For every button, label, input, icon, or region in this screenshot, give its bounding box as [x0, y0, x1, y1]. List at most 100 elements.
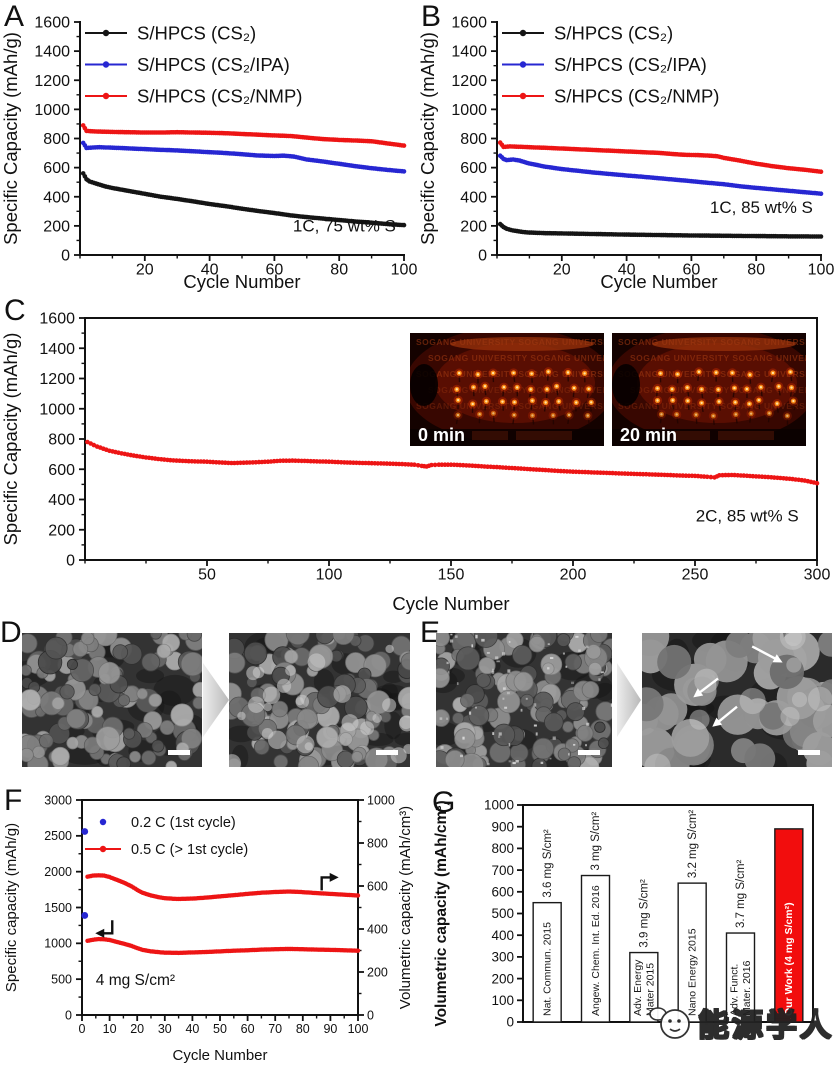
- panel-g-chart: 0 100 200 300 400 500 600 700 800 900 1000 Volumetr…: [433, 798, 814, 1030]
- y-axis-label: Volumetric capacity (mAh/cm³): [433, 800, 450, 1026]
- x-axis-label: Cycle Number: [600, 271, 717, 292]
- pointer-arrow-icon: [693, 677, 719, 698]
- bar-2: Adv. Energy Mater 2015 3.9 mg S/cm²: [629, 879, 659, 1023]
- svg-text:1200: 1200: [39, 371, 75, 388]
- svg-text:0: 0: [478, 248, 487, 265]
- inset-background-text: SOGANG UNIVERSITY SOGANG UNIVERSITY: [428, 353, 604, 363]
- series-1: [80, 140, 407, 174]
- scale-bar: [168, 750, 190, 755]
- svg-text:1600: 1600: [451, 15, 487, 32]
- svg-text:0: 0: [61, 248, 70, 265]
- svg-text:2500: 2500: [44, 829, 72, 843]
- x-axis-label: Cycle Number: [172, 1047, 267, 1064]
- svg-text:90: 90: [323, 1022, 337, 1036]
- inset-time-label: 20 min: [620, 425, 677, 445]
- svg-text:20: 20: [136, 261, 154, 278]
- bar-loading-label: 3.7 mg S/cm²: [735, 859, 747, 928]
- ticks: 50 100 150 200 250 300 0 200 400 600 800 1000 1200 14…: [39, 311, 830, 584]
- svg-text:300: 300: [804, 566, 831, 583]
- x-axis-label: Cycle Number: [392, 593, 509, 614]
- svg-text:600: 600: [367, 879, 388, 893]
- svg-text:80: 80: [747, 261, 765, 278]
- panel-label-g: G: [432, 786, 456, 819]
- svg-text:1000: 1000: [367, 793, 395, 807]
- svg-text:500: 500: [491, 906, 514, 921]
- panel-f-chart: 0 10 20 30 40 50 60 70 80 90 100050010001500200025…: [3, 793, 414, 1064]
- sem-image-d-after: [229, 633, 410, 767]
- svg-text:200: 200: [491, 971, 514, 986]
- legend: S/HPCS (CS₂) S/HPCS (CS₂/IPA) S/HPCS (CS₂/…: [502, 22, 719, 106]
- bar-loading-label: 3.9 mg S/cm²: [639, 879, 651, 948]
- panel-c-chart: 50 100 150 200 250 300 0 200 400 600 800 1000 1200 14…: [0, 311, 830, 614]
- panel-label-d: D: [0, 616, 22, 649]
- svg-text:20: 20: [553, 261, 571, 278]
- svg-text:100: 100: [808, 261, 834, 278]
- scale-bar: [376, 750, 398, 755]
- svg-text:150: 150: [438, 566, 465, 583]
- led-photo-0min: SOGANG UNIVERSITY SOGANG UNIVERSITY SOGAN…: [410, 333, 604, 446]
- svg-text:1200: 1200: [451, 73, 487, 90]
- watermark-text: 能源学人: [697, 1007, 834, 1044]
- svg-text:60: 60: [683, 261, 701, 278]
- svg-text:0: 0: [367, 1008, 374, 1022]
- watermark: 能源学人: [648, 1000, 834, 1045]
- watermark-mascot-icon: [649, 1006, 690, 1039]
- bar-reference-label: Mater. 2016: [741, 960, 753, 1016]
- series-1: [81, 912, 89, 919]
- svg-text:800: 800: [491, 841, 514, 856]
- bar-reference-label: Angew. Chem. Int. Ed. 2016: [590, 885, 602, 1016]
- svg-text:80: 80: [330, 261, 348, 278]
- svg-text:40: 40: [185, 1022, 199, 1036]
- bar-reference-label: Nat. Commun. 2015: [542, 922, 554, 1016]
- pointer-arrow-icon: [712, 705, 738, 727]
- legend-label: S/HPCS (CS₂/IPA): [554, 54, 707, 75]
- y-axis-label: Specific Capacity (mAh/g): [0, 333, 21, 546]
- inset-background-text: SOGANG UNIVERSITY SOGANG UNIVERSITY: [618, 401, 806, 411]
- legend-label: 0.2 C (1st cycle): [131, 815, 236, 831]
- svg-text:2000: 2000: [44, 865, 72, 879]
- sem-image-e-before: [436, 633, 612, 767]
- svg-text:10: 10: [103, 1022, 117, 1036]
- svg-text:0: 0: [65, 1008, 72, 1022]
- inset-time-label: 0 min: [418, 425, 465, 445]
- svg-text:1400: 1400: [451, 44, 487, 61]
- svg-text:1400: 1400: [39, 341, 75, 358]
- bar-loading-label: 3 mg S/cm²: [590, 812, 602, 871]
- svg-text:500: 500: [51, 973, 72, 987]
- panel-annotation: 1C, 75 wt% S: [293, 217, 396, 236]
- sem-image-e-after: [642, 633, 832, 767]
- bar-3: Nano Energy 2015 3.2 mg S/cm²: [677, 810, 707, 1023]
- panel-label-b: B: [421, 0, 442, 33]
- panel-label-e: E: [420, 616, 441, 649]
- svg-text:1600: 1600: [39, 311, 75, 328]
- svg-text:600: 600: [491, 885, 514, 900]
- led-photo-20min: SOGANG UNIVERSITY SOGANG UNIVERSITY SOGAN…: [612, 333, 806, 446]
- bar-reference-label: Adv. Energy: [632, 959, 644, 1016]
- svg-text:200: 200: [560, 566, 587, 583]
- bar-1: Angew. Chem. Int. Ed. 2016 3 mg S/cm²: [580, 812, 611, 1023]
- series-1: [497, 153, 824, 196]
- legend-label: 0.5 C (> 1st cycle): [131, 842, 248, 858]
- bar-loading-label: 3.2 mg S/cm²: [687, 810, 699, 879]
- svg-text:1000: 1000: [34, 102, 70, 119]
- svg-text:0: 0: [79, 1022, 86, 1036]
- svg-text:800: 800: [43, 131, 70, 148]
- legend: 0.2 C (1st cycle) 0.5 C (> 1st cycle): [85, 815, 248, 858]
- svg-text:0: 0: [506, 1015, 514, 1030]
- svg-text:40: 40: [201, 261, 219, 278]
- legend-label: S/HPCS (CS₂): [137, 22, 256, 43]
- svg-text:60: 60: [241, 1022, 255, 1036]
- svg-text:1500: 1500: [44, 901, 72, 915]
- pointer-arrow-icon: [751, 645, 783, 663]
- inset-background-text: SOGANG UNIVERSITY SOGANG UNIVERSITY: [416, 369, 604, 379]
- x-axis-label: Cycle Number: [183, 271, 300, 292]
- y-axis-label: Specific Capacity (mAh/g): [0, 32, 21, 245]
- scale-bar: [578, 750, 600, 755]
- svg-text:700: 700: [491, 863, 514, 878]
- svg-text:200: 200: [43, 218, 70, 235]
- svg-text:200: 200: [367, 965, 388, 979]
- svg-text:400: 400: [43, 189, 70, 206]
- bar-5: Our Work (4 mg S/cm²): [774, 828, 804, 1023]
- panel-label-f: F: [4, 784, 23, 817]
